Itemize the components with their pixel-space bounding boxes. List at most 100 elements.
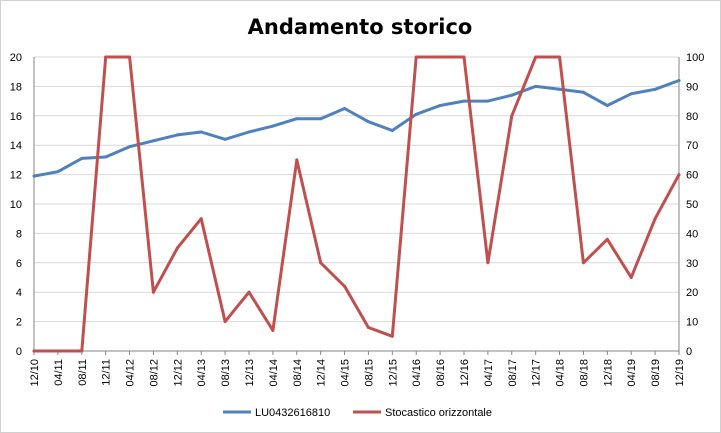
x-tick-label: 04/18: [555, 359, 567, 387]
data-point: [175, 246, 179, 250]
x-tick-label: 12/19: [674, 359, 686, 387]
right-tick-label: 60: [686, 170, 698, 182]
x-tick-label: 04/14: [268, 359, 280, 387]
x-tick-label: 12/16: [459, 359, 471, 387]
data-point: [199, 217, 203, 221]
data-point: [343, 106, 347, 110]
left-tick-label: 14: [10, 140, 22, 152]
data-point: [486, 261, 490, 265]
x-tick-label: 04/11: [53, 359, 65, 386]
x-tick-label: 04/13: [196, 359, 208, 387]
x-tick-label: 12/11: [101, 359, 113, 386]
x-tick-label: 12/14: [316, 359, 328, 387]
data-point: [80, 156, 84, 160]
data-point: [366, 120, 370, 124]
data-point: [558, 87, 562, 91]
right-tick-label: 80: [686, 111, 698, 123]
x-tick-label: 12/18: [602, 359, 614, 387]
data-point: [295, 117, 299, 121]
data-point: [32, 174, 36, 178]
data-point: [653, 87, 657, 91]
data-point: [510, 114, 514, 118]
x-tick-label: 12/17: [531, 359, 543, 387]
left-tick-label: 12: [10, 170, 22, 182]
right-tick-label: 90: [686, 81, 698, 93]
x-tick-label: 04/15: [340, 359, 352, 387]
data-point: [534, 84, 538, 88]
data-point: [558, 55, 562, 59]
right-tick-label: 70: [686, 140, 698, 152]
x-tick-label: 08/19: [650, 359, 662, 387]
data-point: [343, 284, 347, 288]
legend-label: LU0432616810: [255, 407, 330, 419]
data-point: [414, 112, 418, 116]
x-tick-label: 08/15: [363, 359, 375, 387]
data-point: [581, 90, 585, 94]
right-tick-label: 30: [686, 258, 698, 270]
left-tick-label: 10: [10, 199, 22, 211]
data-point: [247, 130, 251, 134]
data-point: [486, 99, 490, 103]
x-tick-label: 04/17: [483, 359, 495, 387]
right-tick-label: 100: [686, 52, 704, 64]
data-point: [462, 55, 466, 59]
data-point: [295, 158, 299, 162]
data-point: [438, 55, 442, 59]
data-point: [104, 155, 108, 159]
left-tick-label: 2: [16, 317, 22, 329]
x-tick-label: 08/12: [148, 359, 160, 387]
left-tick-label: 20: [10, 52, 22, 64]
x-tick-label: 12/13: [244, 359, 256, 387]
data-point: [629, 276, 633, 279]
x-tick-label: 12/12: [172, 359, 184, 387]
right-tick-label: 10: [686, 317, 698, 329]
data-point: [56, 349, 60, 353]
data-point: [677, 79, 681, 83]
x-tick-label: 12/15: [387, 359, 399, 387]
data-point: [128, 145, 132, 149]
data-point: [199, 130, 203, 134]
right-tick-label: 20: [686, 287, 698, 299]
data-point: [151, 139, 155, 143]
data-point: [366, 325, 370, 329]
x-tick-label: 12/10: [29, 359, 41, 387]
data-point: [390, 129, 394, 132]
data-point: [175, 133, 179, 137]
left-tick-label: 16: [10, 111, 22, 123]
x-tick-label: 04/19: [626, 359, 638, 387]
legend: LU0432616810 Stocastico orizzontale: [223, 407, 492, 419]
right-tick-label: 50: [686, 199, 698, 211]
data-point: [80, 349, 84, 353]
series-layer: [32, 55, 681, 353]
series-line-2: [32, 55, 681, 353]
data-point: [438, 104, 442, 108]
right-tick-label: 0: [686, 346, 692, 358]
x-tick-label: 08/14: [292, 359, 304, 387]
x-tick-label: 08/16: [435, 359, 447, 387]
data-point: [32, 349, 36, 353]
legend-label: Stocastico orizzontale: [385, 407, 492, 419]
data-point: [56, 170, 60, 174]
series-line-1: [32, 79, 681, 178]
x-tick-label: 08/11: [77, 359, 89, 386]
left-tick-label: 8: [16, 228, 22, 240]
x-tick-label: 04/12: [125, 359, 137, 387]
data-point: [534, 55, 538, 59]
data-point: [223, 137, 227, 141]
x-axis-ticks: 12/10 04/11 08/11 12/11 04/12 08/12 12/12 04/13…: [29, 351, 686, 387]
data-point: [271, 328, 275, 332]
data-point: [605, 104, 609, 108]
data-point: [653, 217, 657, 221]
right-tick-label: 40: [686, 228, 698, 240]
data-point: [319, 261, 323, 265]
chart-title: Andamento storico: [248, 15, 473, 39]
left-tick-label: 4: [16, 287, 22, 299]
left-tick-label: 18: [10, 81, 22, 93]
data-point: [319, 117, 323, 121]
x-tick-label: 08/17: [507, 359, 519, 387]
left-tick-label: 0: [16, 346, 22, 358]
data-point: [629, 92, 633, 96]
data-point: [510, 93, 514, 97]
